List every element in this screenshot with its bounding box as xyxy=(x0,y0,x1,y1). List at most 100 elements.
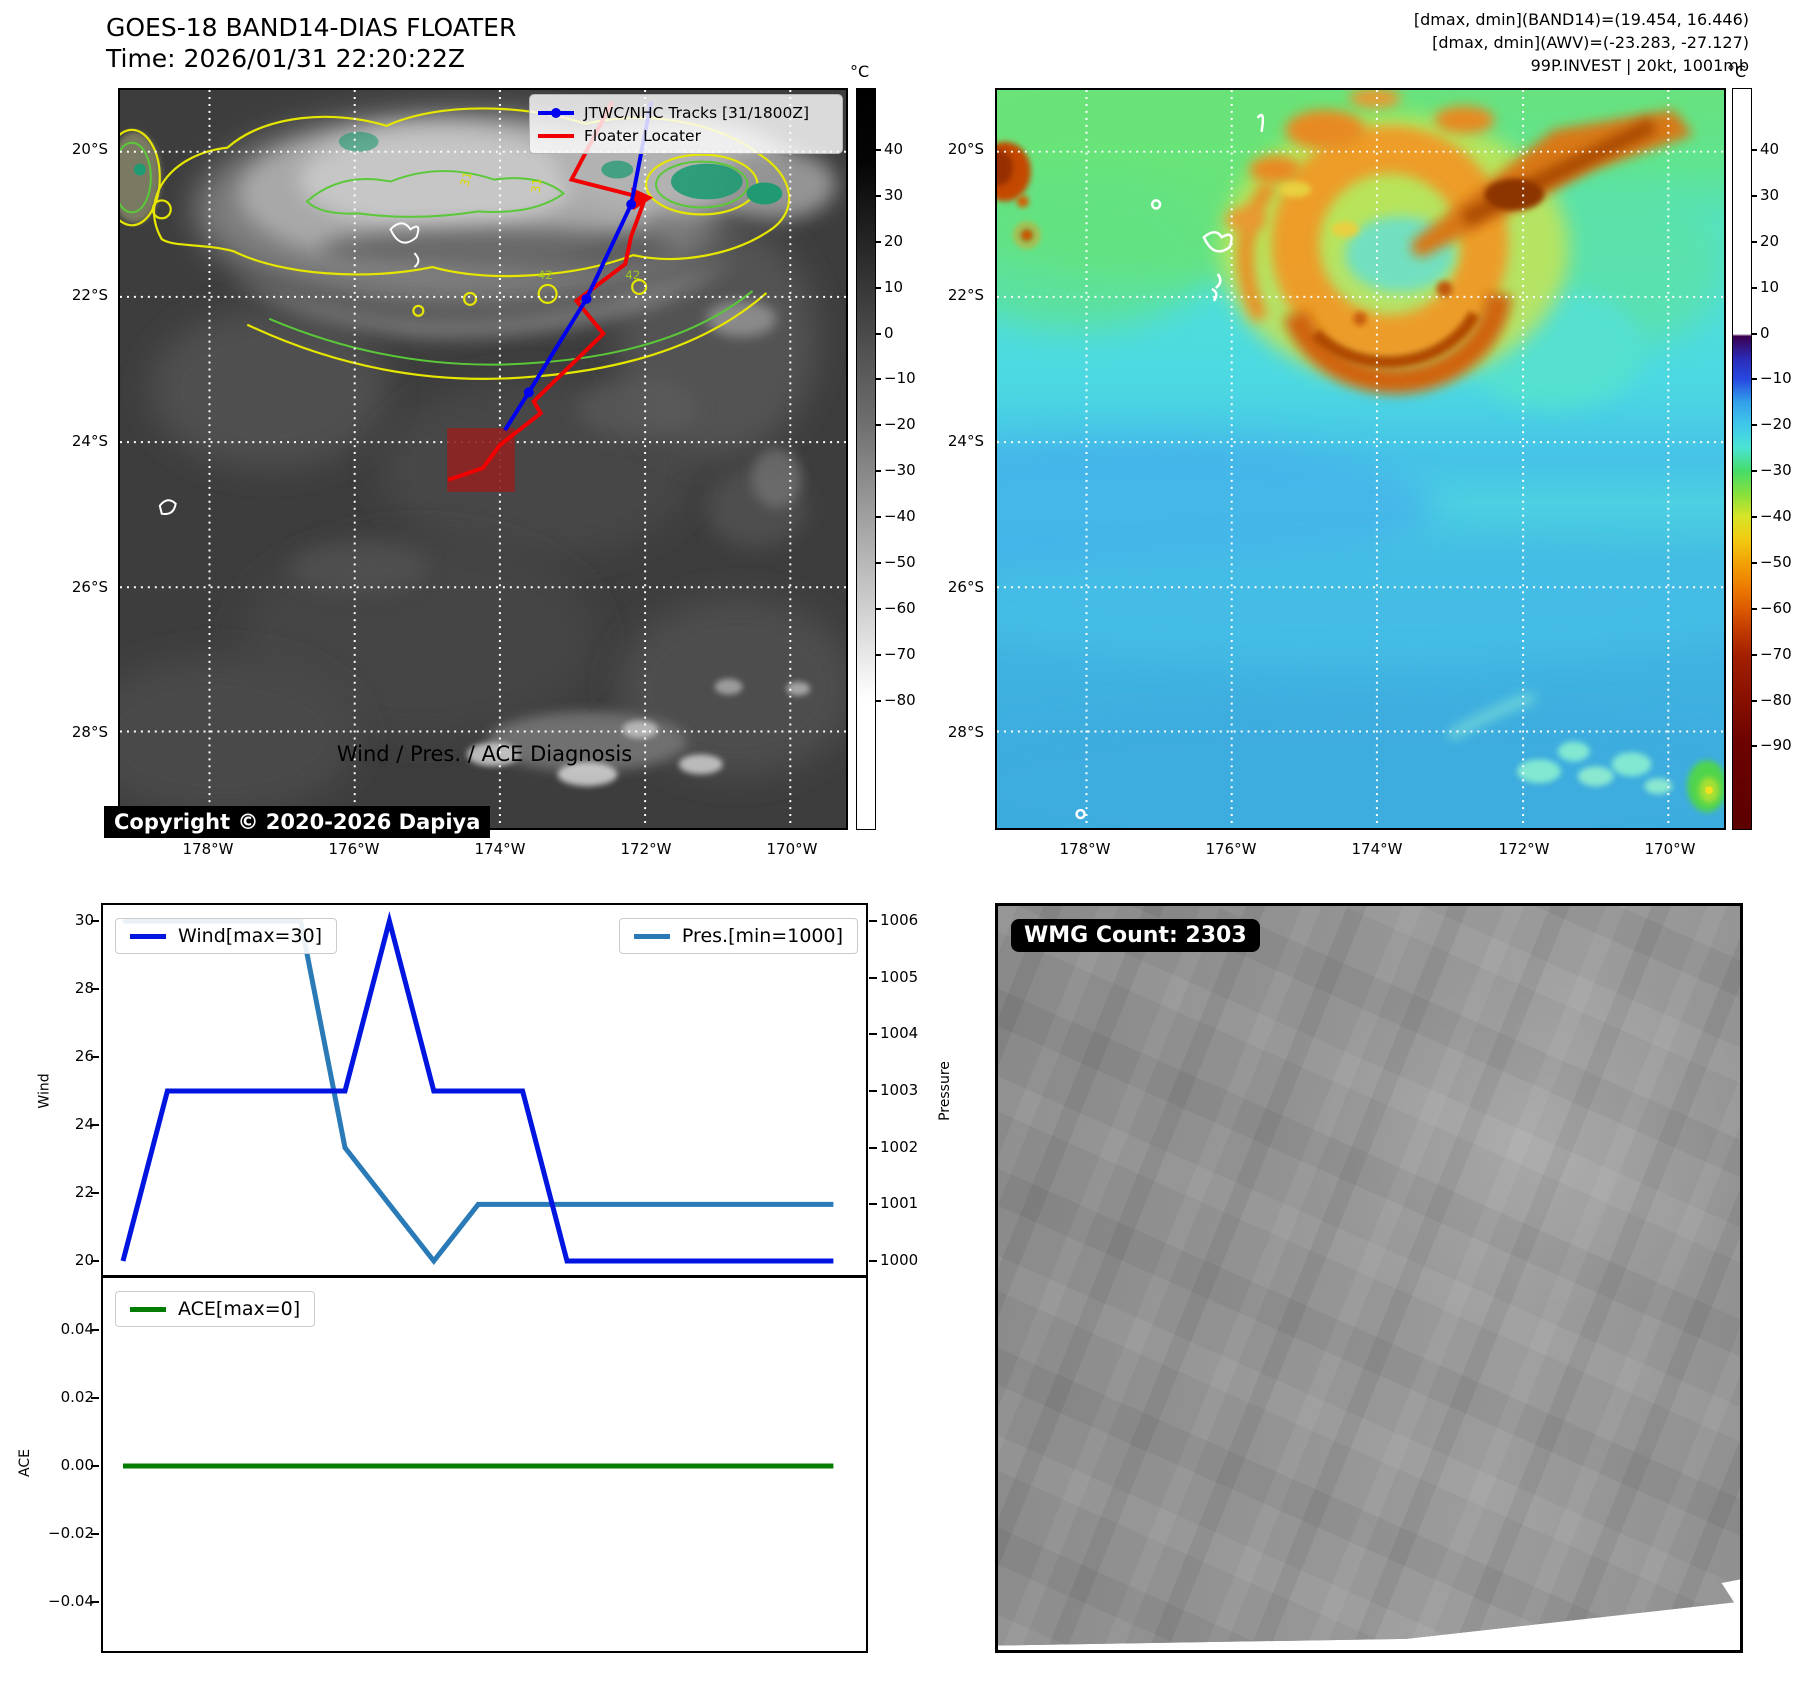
pressure-tickmark xyxy=(869,1033,877,1036)
contour-value-labels: 31 31 42 42 xyxy=(457,170,640,282)
awv-colorbar-tickmark xyxy=(1752,424,1757,427)
contour-label: 31 xyxy=(529,177,544,193)
contour-label: 31 xyxy=(457,170,474,188)
awv-colorbar-tick: −80 xyxy=(1760,690,1792,709)
jtwc-track-points xyxy=(523,199,637,398)
awv-colorbar-tick: −60 xyxy=(1760,598,1792,617)
band14-colorbar-tickmark xyxy=(876,516,881,518)
ace-tickmark xyxy=(91,1533,99,1535)
wind-ytick: 24 xyxy=(74,1115,94,1133)
wind-ytick: 30 xyxy=(74,911,94,929)
graticule xyxy=(997,90,1724,828)
band14-colorbar-tickmark xyxy=(876,653,881,656)
wind-tickmark xyxy=(91,1260,99,1262)
pressure-ytick: 1005 xyxy=(880,967,919,986)
wind-line xyxy=(120,911,834,1264)
band14-colorbar-tick: −30 xyxy=(884,461,916,480)
ace-ytick: −0.04 xyxy=(48,1592,94,1610)
awv-colorbar-tick: −70 xyxy=(1760,644,1792,663)
band14-colorbar xyxy=(856,88,876,830)
awv-colorbar-tickmark xyxy=(1752,286,1757,289)
awv-colorbar-tickmark xyxy=(1752,745,1757,748)
band14-colorbar-tickmark xyxy=(876,470,881,473)
band14-colorbar-tick: 40 xyxy=(884,140,904,158)
ace-ytick: 0.04 xyxy=(60,1320,94,1338)
band14-colorbar-tick: −20 xyxy=(884,415,916,434)
header-right: [dmax, dmin](BAND14)=(19.454, 16.446) [d… xyxy=(1414,8,1749,77)
band14-colorbar-tickmark xyxy=(876,378,881,381)
pressure-ytick: 1006 xyxy=(880,911,919,929)
pressure-tickmark xyxy=(869,1260,877,1263)
pressure-ytick: 1003 xyxy=(880,1081,919,1099)
wmg-panel: WMG Count: 2303 xyxy=(995,903,1743,1653)
floater-label: Floater Locater xyxy=(584,126,701,145)
diagnosis-charts: Wind[max=30] Pres.[min=1000] ACE[max=0] xyxy=(101,903,868,1653)
wind-pressure-chart xyxy=(120,911,834,1266)
pressure-legend-label: Pres.[min=1000] xyxy=(681,925,843,947)
awv-lat-label: 22°S xyxy=(947,286,984,304)
awv-contours-white xyxy=(1075,113,1265,820)
awv-colorbar-tick: 40 xyxy=(1760,140,1780,158)
band14-colorbar-tick: −70 xyxy=(884,644,916,663)
wind-tickmark xyxy=(91,1124,99,1126)
ace-ytick: 0.00 xyxy=(60,1456,94,1474)
band14-colorbar-tickmark xyxy=(876,332,881,335)
pressure-ytick: 1004 xyxy=(880,1024,919,1043)
band14-lat-label: 22°S xyxy=(71,286,108,304)
contour-label: 42 xyxy=(538,268,553,282)
awv-colorbar-tickmark xyxy=(1752,194,1757,197)
band14-colorbar-tick: −80 xyxy=(884,690,916,709)
band14-lat-label: 26°S xyxy=(71,578,108,596)
awv-colorbar-tick: 0 xyxy=(1760,323,1770,342)
wmg-count-badge: WMG Count: 2303 xyxy=(1011,919,1260,952)
diagnosis-title: Wind / Pres. / ACE Diagnosis xyxy=(336,742,633,766)
band14-colorbar-tick: −10 xyxy=(884,369,916,388)
band14-lon-label: 178°W xyxy=(182,840,234,858)
band14-colorbar-tickmark xyxy=(876,194,881,197)
ace-legend-label: ACE[max=0] xyxy=(178,1298,301,1320)
awv-colorbar-tick: 20 xyxy=(1760,231,1780,250)
band14-colorbar-tick: −60 xyxy=(884,598,916,617)
band14-lat-label: 20°S xyxy=(71,140,108,158)
pressure-ytick: 1002 xyxy=(880,1137,919,1156)
band14-colorbar-tickmark xyxy=(876,240,881,243)
band14-colorbar-unit: °C xyxy=(850,62,870,81)
awv-lat-label: 28°S xyxy=(947,723,984,741)
awv-satellite-map xyxy=(995,88,1726,830)
band14-satellite-map: 31 31 42 42 JTWC xyxy=(118,88,848,830)
band14-colorbar-tickmark xyxy=(876,561,881,564)
wind-tickmark xyxy=(91,988,99,990)
pressure-tickmark xyxy=(869,920,877,922)
pressure-legend: Pres.[min=1000] xyxy=(618,918,858,954)
awv-colorbar-tick: −30 xyxy=(1760,461,1792,480)
pressure-axis-label: Pressure xyxy=(936,1061,953,1121)
floater-target-box xyxy=(447,428,515,492)
wind-legend: Wind[max=30] xyxy=(115,918,338,954)
ace-tickmark xyxy=(91,1601,99,1603)
awv-colorbar-tick: −40 xyxy=(1760,507,1792,525)
band14-lon-label: 176°W xyxy=(328,840,380,858)
ir-contours-teal xyxy=(133,131,783,205)
awv-corner-blob xyxy=(997,141,1040,248)
awv-colorbar-tick: 10 xyxy=(1760,277,1780,296)
band14-colorbar-tickmark xyxy=(876,286,881,289)
wind-tickmark xyxy=(91,1056,99,1058)
awv-bottom-speckles xyxy=(1446,692,1724,813)
awv-storm xyxy=(1220,90,1694,394)
band14-colorbar-tick: 0 xyxy=(884,323,894,342)
wind-legend-label: Wind[max=30] xyxy=(178,925,323,947)
awv-colorbar-tickmark xyxy=(1752,240,1757,243)
ace-swatch-icon xyxy=(130,1306,166,1312)
ace-legend: ACE[max=0] xyxy=(115,1291,316,1327)
band14-lon-label: 172°W xyxy=(620,840,672,858)
jtwc-track-label: JTWC/NHC Tracks [31/1800Z] xyxy=(584,103,810,122)
awv-lon-label: 170°W xyxy=(1644,840,1696,858)
awv-lon-label: 178°W xyxy=(1059,840,1111,858)
floater-arrowhead-icon xyxy=(631,187,654,211)
wind-ytick: 20 xyxy=(74,1251,94,1269)
wmg-raster-image xyxy=(998,906,1740,1646)
band14-colorbar-tickmark xyxy=(876,424,881,427)
contour-label: 42 xyxy=(625,268,640,282)
awv-colorbar-tick: −20 xyxy=(1760,415,1792,434)
